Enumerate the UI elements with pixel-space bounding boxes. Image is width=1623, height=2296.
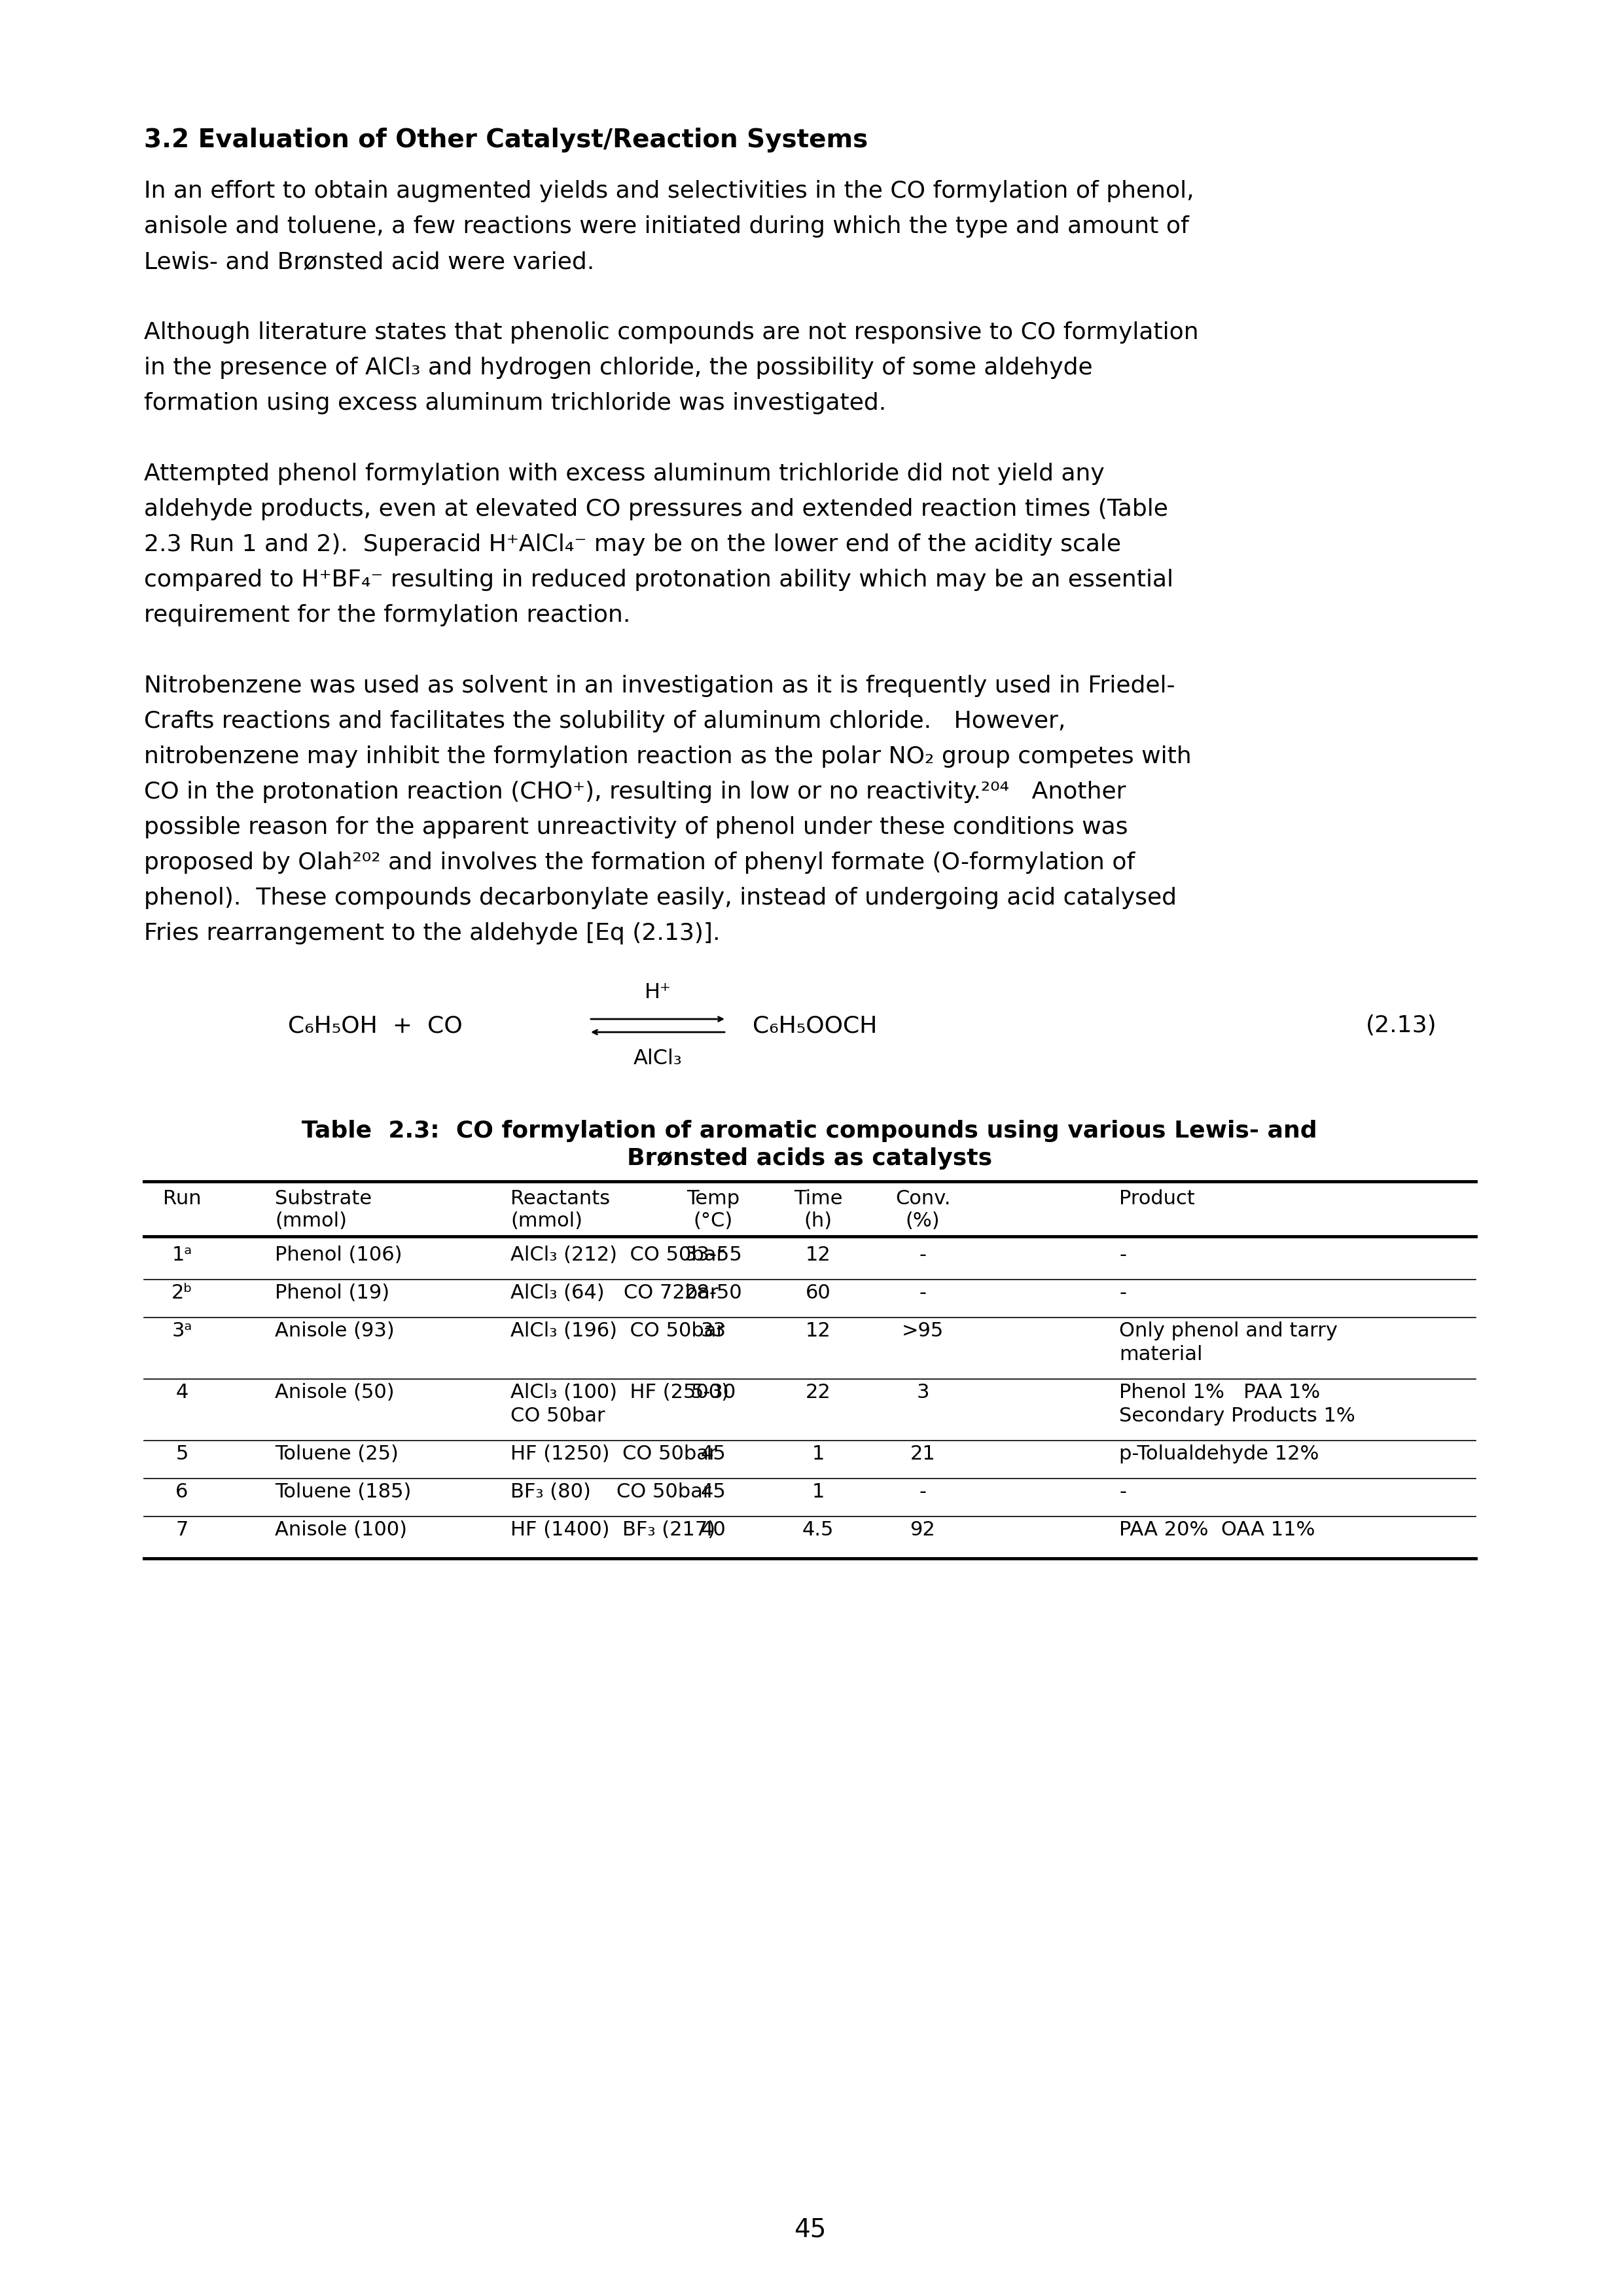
Text: requirement for the formylation reaction.: requirement for the formylation reaction… [144, 604, 630, 627]
Text: 21: 21 [911, 1444, 935, 1463]
Text: Run: Run [162, 1189, 201, 1208]
Text: compared to H⁺BF₄⁻ resulting in reduced protonation ability which may be an esse: compared to H⁺BF₄⁻ resulting in reduced … [144, 569, 1173, 590]
Text: PAA 20%  OAA 11%: PAA 20% OAA 11% [1120, 1520, 1315, 1538]
Text: AlCl₃ (212)  CO 50bar: AlCl₃ (212) CO 50bar [511, 1244, 724, 1265]
Text: Phenol 1%   PAA 1%: Phenol 1% PAA 1% [1120, 1382, 1319, 1403]
Text: 33-55: 33-55 [685, 1244, 742, 1265]
Text: (mmol): (mmol) [274, 1212, 347, 1231]
Text: 1: 1 [812, 1483, 824, 1502]
Text: -: - [919, 1283, 927, 1302]
Text: anisole and toluene, a few reactions were initiated during which the type and am: anisole and toluene, a few reactions wer… [144, 216, 1190, 236]
Text: Temp: Temp [687, 1189, 740, 1208]
Text: 33: 33 [701, 1322, 725, 1341]
Text: Phenol (106): Phenol (106) [274, 1244, 403, 1265]
Text: Nitrobenzene was used as solvent in an investigation as it is frequently used in: Nitrobenzene was used as solvent in an i… [144, 675, 1175, 698]
Text: H⁺: H⁺ [644, 983, 670, 1003]
Text: -: - [919, 1244, 927, 1265]
Text: 12: 12 [805, 1244, 831, 1265]
Text: Reactants: Reactants [511, 1189, 610, 1208]
Text: AlCl₃ (64)   CO 72bar: AlCl₃ (64) CO 72bar [511, 1283, 719, 1302]
Text: -: - [1120, 1244, 1126, 1265]
Text: possible reason for the apparent unreactivity of phenol under these conditions w: possible reason for the apparent unreact… [144, 815, 1128, 838]
Text: Although literature states that phenolic compounds are not responsive to CO form: Although literature states that phenolic… [144, 321, 1199, 344]
Text: Fries rearrangement to the aldehyde [Eq (2.13)].: Fries rearrangement to the aldehyde [Eq … [144, 923, 721, 944]
Text: Substrate: Substrate [274, 1189, 372, 1208]
Text: 92: 92 [911, 1520, 935, 1538]
Text: Brønsted acids as catalysts: Brønsted acids as catalysts [626, 1148, 992, 1169]
Text: AlCl₃: AlCl₃ [633, 1049, 682, 1070]
Text: phenol).  These compounds decarbonylate easily, instead of undergoing acid catal: phenol). These compounds decarbonylate e… [144, 886, 1177, 909]
Text: 45: 45 [701, 1444, 725, 1463]
Text: 22: 22 [805, 1382, 831, 1403]
Text: -: - [1120, 1483, 1126, 1502]
Text: 45: 45 [794, 2218, 826, 2243]
Text: Product: Product [1120, 1189, 1195, 1208]
Text: 3: 3 [917, 1382, 928, 1403]
Text: HF (1250)  CO 50bar: HF (1250) CO 50bar [511, 1444, 717, 1463]
Text: -: - [919, 1483, 927, 1502]
Text: C₆H₅OH  +  CO: C₆H₅OH + CO [287, 1015, 463, 1038]
Text: Lewis- and Brønsted acid were varied.: Lewis- and Brønsted acid were varied. [144, 250, 594, 273]
Text: 5-30: 5-30 [691, 1382, 735, 1403]
Text: 60: 60 [805, 1283, 831, 1302]
Text: (h): (h) [803, 1212, 833, 1231]
Text: CO in the protonation reaction (CHO⁺), resulting in low or no reactivity.²⁰⁴   A: CO in the protonation reaction (CHO⁺), r… [144, 781, 1126, 804]
Text: proposed by Olah²⁰² and involves the formation of phenyl formate (O-formylation : proposed by Olah²⁰² and involves the for… [144, 852, 1134, 875]
Text: HF (1400)  BF₃ (217): HF (1400) BF₃ (217) [511, 1520, 716, 1538]
Text: (2.13): (2.13) [1365, 1015, 1436, 1038]
Text: 28-50: 28-50 [685, 1283, 742, 1302]
Text: Table  2.3:  CO formylation of aromatic compounds using various Lewis- and: Table 2.3: CO formylation of aromatic co… [302, 1120, 1318, 1141]
Text: Toluene (185): Toluene (185) [274, 1483, 411, 1502]
Text: AlCl₃ (100)  HF (2500): AlCl₃ (100) HF (2500) [511, 1382, 729, 1403]
Text: aldehyde products, even at elevated CO pressures and extended reaction times (Ta: aldehyde products, even at elevated CO p… [144, 498, 1169, 521]
Text: p-Tolualdehyde 12%: p-Tolualdehyde 12% [1120, 1444, 1319, 1463]
Text: (°C): (°C) [693, 1212, 734, 1231]
Text: formation using excess aluminum trichloride was investigated.: formation using excess aluminum trichlor… [144, 393, 886, 413]
Text: Anisole (50): Anisole (50) [274, 1382, 394, 1403]
Text: CO 50bar: CO 50bar [511, 1407, 605, 1426]
Text: Attempted phenol formylation with excess aluminum trichloride did not yield any: Attempted phenol formylation with excess… [144, 464, 1105, 484]
Text: In an effort to obtain augmented yields and selectivities in the CO formylation : In an effort to obtain augmented yields … [144, 179, 1195, 202]
Text: Anisole (100): Anisole (100) [274, 1520, 407, 1538]
Text: 1: 1 [812, 1444, 824, 1463]
Text: in the presence of AlCl₃ and hydrogen chloride, the possibility of some aldehyde: in the presence of AlCl₃ and hydrogen ch… [144, 356, 1092, 379]
Text: >95: >95 [902, 1322, 945, 1341]
Text: material: material [1120, 1345, 1203, 1364]
Text: 4.5: 4.5 [802, 1520, 834, 1538]
Text: BF₃ (80)    CO 50bar: BF₃ (80) CO 50bar [511, 1483, 711, 1502]
Text: AlCl₃ (196)  CO 50bar: AlCl₃ (196) CO 50bar [511, 1322, 724, 1341]
Text: 5: 5 [175, 1444, 188, 1463]
Text: C₆H₅OOCH: C₆H₅OOCH [753, 1015, 876, 1038]
Text: 12: 12 [805, 1322, 831, 1341]
Text: Crafts reactions and facilitates the solubility of aluminum chloride.   However,: Crafts reactions and facilitates the sol… [144, 709, 1066, 732]
Text: -: - [1120, 1283, 1126, 1302]
Text: Anisole (93): Anisole (93) [274, 1322, 394, 1341]
Text: Conv.: Conv. [896, 1189, 951, 1208]
Text: 2.3 Run 1 and 2).  Superacid H⁺AlCl₄⁻ may be on the lower end of the acidity sca: 2.3 Run 1 and 2). Superacid H⁺AlCl₄⁻ may… [144, 533, 1121, 556]
Text: Time: Time [794, 1189, 842, 1208]
Text: 4: 4 [175, 1382, 188, 1403]
Text: Toluene (25): Toluene (25) [274, 1444, 399, 1463]
Text: (mmol): (mmol) [511, 1212, 583, 1231]
Text: nitrobenzene may inhibit the formylation reaction as the polar NO₂ group compete: nitrobenzene may inhibit the formylation… [144, 746, 1191, 767]
Text: (%): (%) [906, 1212, 940, 1231]
Text: 1ᵃ: 1ᵃ [172, 1244, 192, 1265]
Text: 2ᵇ: 2ᵇ [172, 1283, 193, 1302]
Text: Only phenol and tarry: Only phenol and tarry [1120, 1322, 1337, 1341]
Text: 45: 45 [701, 1483, 725, 1502]
Text: 6: 6 [175, 1483, 188, 1502]
Text: 3.2 Evaluation of Other Catalyst/Reaction Systems: 3.2 Evaluation of Other Catalyst/Reactio… [144, 129, 868, 152]
Text: 7: 7 [175, 1520, 188, 1538]
Text: 3ᵃ: 3ᵃ [172, 1322, 192, 1341]
Text: 40: 40 [701, 1520, 725, 1538]
Text: Phenol (19): Phenol (19) [274, 1283, 390, 1302]
Text: Secondary Products 1%: Secondary Products 1% [1120, 1407, 1355, 1426]
